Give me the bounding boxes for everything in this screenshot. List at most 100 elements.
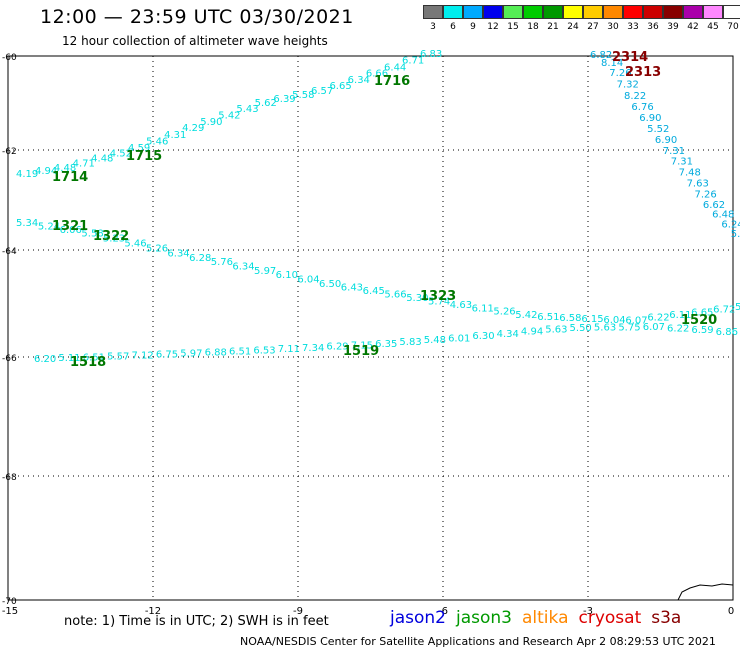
swh-value: 4.29	[182, 123, 204, 134]
swh-value: 7.31	[663, 146, 685, 157]
scale-label: 15	[507, 22, 519, 32]
scale-label: 36	[647, 22, 659, 32]
x-tick-label: -9	[293, 606, 303, 617]
note-text: note: 1) Time is in UTC; 2) SWH is in fe…	[64, 614, 329, 629]
swh-value: 5.63	[545, 324, 567, 335]
swh-value: 6.45	[363, 286, 385, 297]
swh-value: 5.90	[200, 117, 222, 128]
x-tick-label: 0	[728, 606, 734, 617]
pass-time-label: 2314	[612, 50, 648, 65]
swh-value: 5.48	[424, 335, 446, 346]
pass-time-label: 1323	[420, 289, 456, 304]
swh-value: 6.11	[669, 310, 691, 321]
swh-value: 5.43	[236, 104, 258, 115]
scale-label: 3	[430, 22, 436, 32]
swh-value: 6.76	[631, 102, 653, 113]
swh-value: 5.74	[428, 296, 450, 307]
swh-value: 6.44	[384, 62, 406, 73]
scale-label: 33	[627, 22, 639, 32]
swh-value: 4.63	[450, 300, 472, 311]
swh-value: 6.82	[590, 50, 612, 61]
swh-value: 6.53	[253, 345, 275, 356]
swh-value: 6.07	[643, 322, 665, 333]
swh-value: 6.35	[375, 339, 397, 350]
swh-value: 8.22	[624, 91, 646, 102]
scale-swatch	[663, 5, 683, 19]
swh-value: 5.46	[124, 239, 146, 250]
scale-swatch	[503, 5, 523, 19]
swh-value: 6.88	[205, 348, 227, 359]
swh-value: 5.50	[570, 323, 592, 334]
swh-value: 6.10	[276, 270, 298, 281]
y-tick-label: -60	[2, 53, 17, 63]
swh-value: 6.50	[319, 279, 341, 290]
swh-value: 6.90	[639, 113, 661, 124]
y-tick-label: -68	[2, 473, 17, 483]
swh-value: 5.26	[493, 307, 515, 318]
swh-value: 6.65	[329, 81, 351, 92]
swh-value: 6.90	[655, 135, 677, 146]
y-tick-label: -70	[2, 597, 17, 607]
swh-value: 6.06	[60, 225, 82, 236]
pass-time-label: 1714	[52, 170, 88, 185]
pass-time-label: 1715	[126, 149, 162, 164]
swh-value: 5.58	[81, 228, 103, 239]
scale-swatch	[543, 5, 563, 19]
swh-value: 4.48	[91, 154, 113, 165]
footer-credit: NOAA/NESDIS Center for Satellite Applica…	[240, 635, 716, 648]
swh-value: 4.19	[16, 169, 38, 180]
swh-value: 6.57	[311, 86, 333, 97]
swh-value: 7.32	[617, 79, 639, 90]
legend-altika: altika	[522, 608, 569, 628]
swh-value: 5.30	[406, 293, 428, 304]
swh-value: 5.97	[180, 349, 202, 360]
swh-value: 6.48	[712, 210, 734, 221]
swh-value: 6.01	[448, 333, 470, 344]
swh-value: 5.23	[103, 233, 125, 244]
pass-time-label: 1519	[343, 344, 379, 359]
swh-value: 5.62	[255, 98, 277, 109]
swh-value: 7.26	[609, 68, 631, 79]
scale-swatch	[623, 5, 643, 19]
swh-value: 8.14	[601, 58, 623, 69]
scale-label: 39	[667, 22, 679, 32]
swh-value: 5.97	[254, 266, 276, 277]
pass-time-label: 1716	[374, 74, 410, 89]
swh-value: 6.75	[156, 350, 178, 361]
scale-swatch	[723, 5, 740, 19]
swh-value: 6.65	[691, 307, 713, 318]
map-title: 12:00 — 23:59 UTC 03/30/2021	[40, 6, 354, 28]
y-tick-label: -62	[2, 147, 17, 157]
swh-value: 6.51	[229, 346, 251, 357]
swh-value: 7.12	[132, 351, 154, 362]
swh-value: 5.44	[731, 229, 740, 240]
swh-value: 6.34	[232, 261, 254, 272]
swh-value: 7.34	[302, 343, 324, 354]
swh-value: 6.04	[297, 274, 319, 285]
scale-label: 30	[607, 22, 619, 32]
swh-value: 6.66	[366, 69, 388, 80]
plot-frame	[7, 55, 734, 601]
coastline	[677, 583, 734, 601]
swh-value: 6.22	[647, 313, 669, 324]
scale-swatch	[643, 5, 663, 19]
x-tick-label: -3	[583, 606, 593, 617]
map-subtitle: 12 hour collection of altimeter wave hei…	[62, 34, 328, 48]
scale-label: 18	[527, 22, 539, 32]
swh-value: 4.59	[128, 143, 150, 154]
scale-swatch	[563, 5, 583, 19]
pass-time-label: 2313	[625, 65, 661, 80]
swh-value: 7.31	[671, 157, 693, 168]
swh-value: 5.76	[211, 257, 233, 268]
legend-cryosat: cryosat	[578, 608, 642, 628]
swh-value: 4.52	[110, 149, 132, 160]
legend-jason2: jason2	[390, 608, 446, 628]
swh-value: 6.83	[420, 49, 442, 60]
scale-label: 21	[547, 22, 559, 32]
x-tick-label: -12	[145, 606, 161, 617]
swh-value: 6.71	[402, 56, 424, 67]
pass-time-label: 1520	[681, 313, 717, 328]
scale-label: 6	[450, 22, 456, 32]
